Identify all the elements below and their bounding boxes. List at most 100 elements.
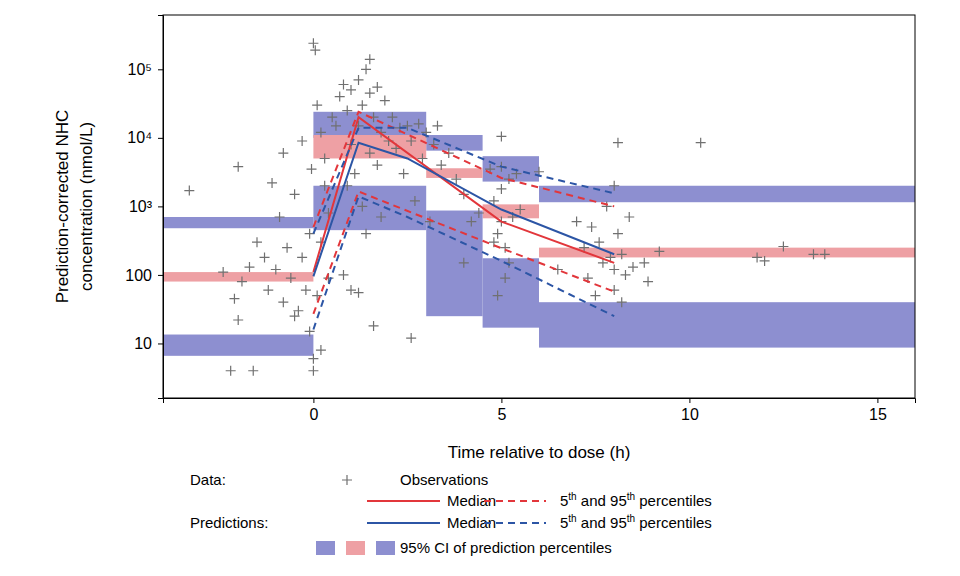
observation-point [301, 285, 311, 295]
legend-title: Predictions: [190, 514, 268, 531]
observation-point [425, 217, 435, 227]
observation-point [594, 237, 604, 247]
observation-point [515, 205, 525, 215]
observation-point [233, 315, 243, 325]
observation-point [290, 189, 300, 199]
tick: 15 [869, 398, 887, 423]
observation-point [184, 186, 194, 196]
tick: 0 [309, 398, 318, 423]
median-line [313, 143, 614, 277]
observation-point [376, 212, 386, 222]
tick: 100 [125, 267, 163, 284]
observation-point [316, 127, 326, 137]
observation-point [308, 354, 318, 364]
observation-point [466, 217, 476, 227]
observation-point [229, 294, 239, 304]
tick-label: 10 [134, 335, 152, 352]
tick-mark [877, 398, 878, 403]
observation-point [350, 169, 360, 179]
text-run: percentiles [635, 492, 712, 509]
observation-point [290, 311, 300, 321]
tick-mark [313, 398, 314, 403]
chart-svg: 0510151010010³10⁴10⁵Time relative to dos… [0, 0, 960, 576]
text-run: 95% CI of prediction percentiles [400, 539, 612, 556]
observation-point [613, 229, 623, 239]
observation-point [307, 164, 317, 174]
superscript: th [627, 491, 635, 502]
observation-point [237, 277, 247, 287]
tick-label: 10⁴ [127, 129, 152, 146]
observation-point [372, 160, 382, 170]
observation-point [260, 252, 270, 262]
observation-point [406, 333, 416, 343]
observation-point [572, 217, 582, 227]
observation-point [628, 262, 638, 272]
axis-line [164, 399, 916, 404]
observation-point [459, 258, 469, 268]
tick: 10⁵ [128, 61, 163, 78]
ci-band [539, 302, 915, 347]
text-run: 5 [560, 514, 568, 531]
observation-point [252, 237, 262, 247]
legend-label: 5th and 95th percentiles [560, 491, 712, 509]
ci-band [426, 135, 482, 151]
legend-title: Data: [190, 471, 226, 488]
observation-point [609, 181, 619, 191]
percentile-line [313, 128, 614, 234]
axis-line [158, 16, 164, 399]
observation-point [496, 131, 506, 141]
observation-point [297, 136, 307, 146]
observation-point [500, 273, 510, 283]
x-axis-title: Time relative to dose (h) [448, 443, 631, 462]
observation-point [338, 270, 348, 280]
percentile-line [313, 191, 614, 313]
observation-point [226, 366, 236, 376]
observation-point [275, 212, 285, 222]
observation-point [244, 262, 254, 272]
superscript: th [568, 491, 576, 502]
tick: 5 [497, 398, 506, 423]
observation-point [218, 267, 228, 277]
observation-point [399, 169, 409, 179]
text-run: 5 [560, 492, 568, 509]
observation-point [380, 96, 390, 106]
tick: 10 [134, 335, 163, 352]
observation-point [372, 82, 382, 92]
text-run: percentiles [635, 514, 712, 531]
observation-point [639, 258, 649, 268]
tick: 10 [681, 398, 699, 423]
observation-point [263, 285, 273, 295]
observation-point [308, 38, 318, 48]
observation-point [436, 160, 446, 170]
tick-mark [158, 138, 163, 139]
observation-point [620, 270, 630, 280]
observation-point [778, 241, 788, 251]
observation-point [278, 148, 288, 158]
observation-point [617, 297, 627, 307]
plot-frame [163, 15, 915, 398]
legend-line [484, 522, 546, 524]
y-axis-title: concentration (nmol/L) [77, 122, 96, 291]
observation-point [365, 88, 375, 98]
observation-point [624, 212, 634, 222]
observation-point [357, 100, 367, 110]
observation-point [308, 366, 318, 376]
observation-point [493, 291, 503, 301]
observation-point [474, 208, 484, 218]
observation-point [248, 366, 258, 376]
observation-point [402, 121, 412, 131]
observation-point [369, 321, 379, 331]
tick-mark [158, 69, 163, 70]
y-axis: 1010010³10⁴10⁵ [125, 16, 163, 399]
observation-point [496, 184, 506, 194]
observation-point [654, 246, 664, 256]
text-run: and [577, 514, 610, 531]
observation-point [365, 54, 375, 64]
ci-band [483, 156, 539, 181]
observation-point [312, 100, 322, 110]
observation-point [410, 196, 420, 206]
observation-point [267, 178, 277, 188]
y-axis-title: Prediction-corrected NHC [53, 110, 72, 304]
observation-point [342, 106, 352, 116]
tick-label: 15 [869, 406, 887, 423]
